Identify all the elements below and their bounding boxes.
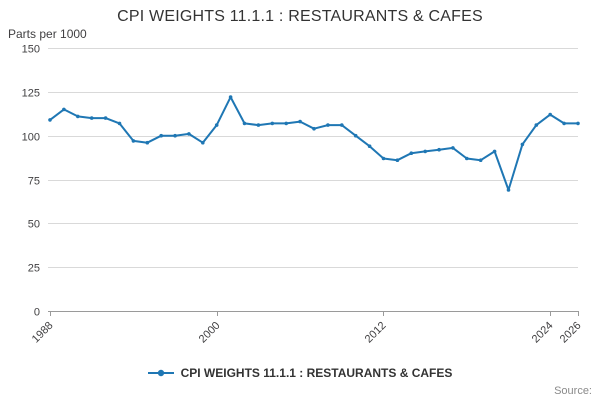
svg-text:125: 125 — [22, 88, 40, 100]
svg-text:150: 150 — [22, 44, 40, 56]
source-label: Source: — [554, 385, 592, 397]
svg-text:2000: 2000 — [197, 320, 223, 346]
svg-text:75: 75 — [28, 176, 40, 188]
svg-text:2024: 2024 — [530, 320, 556, 346]
legend-line-marker — [147, 369, 174, 377]
svg-text:25: 25 — [28, 263, 40, 275]
svg-text:1988: 1988 — [30, 320, 56, 346]
svg-text:2012: 2012 — [363, 320, 389, 346]
y-axis-unit-label: Parts per 1000 — [8, 27, 87, 41]
svg-text:2026: 2026 — [558, 320, 584, 346]
chart-title: CPI WEIGHTS 11.1.1 : RESTAURANTS & CAFES — [117, 8, 483, 25]
legend: CPI WEIGHTS 11.1.1 : RESTAURANTS & CAFES — [0, 366, 600, 380]
svg-text:100: 100 — [22, 132, 40, 144]
legend-item-cpi-weights[interactable]: CPI WEIGHTS 11.1.1 : RESTAURANTS & CAFES — [147, 366, 453, 380]
svg-text:0: 0 — [34, 307, 40, 319]
svg-text:50: 50 — [28, 219, 40, 231]
legend-label: CPI WEIGHTS 11.1.1 : RESTAURANTS & CAFES — [180, 366, 453, 380]
